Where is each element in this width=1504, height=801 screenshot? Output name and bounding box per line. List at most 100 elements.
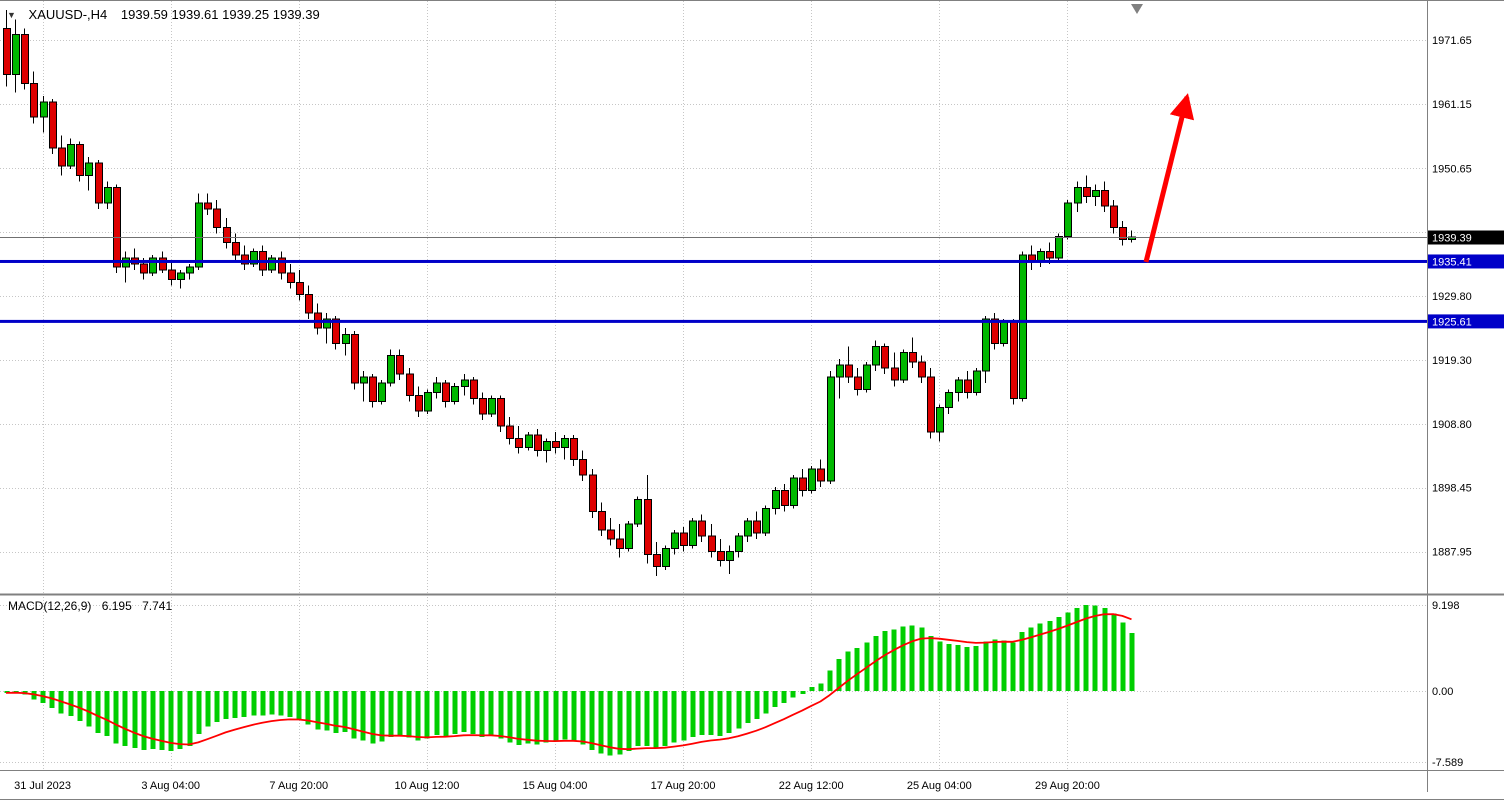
macd-bar [717,690,723,736]
macd-axis-label: -7.589 [1432,757,1463,769]
candle [369,374,377,408]
candle [515,426,523,454]
candle [689,517,697,549]
macd-bar [992,639,998,691]
candle [625,520,633,552]
candle [662,545,670,570]
candle [387,349,395,387]
candle [891,352,899,387]
macd-bar [150,690,156,749]
pane-splitter[interactable] [0,593,1504,596]
candle [872,340,880,371]
candle [168,260,176,286]
macd-bar [891,629,897,691]
macd-bar [470,690,476,734]
candle [506,416,514,445]
time-axis-label: 3 Aug 04:00 [141,780,200,792]
macd-bar [964,647,970,691]
candle [360,371,368,402]
candle [744,517,752,543]
macd-bar [607,690,613,756]
one-click-trading-arrow[interactable]: ▼ [7,10,16,20]
macd-bar [1111,613,1117,691]
macd-bar [644,690,650,747]
macd-bar [241,690,247,718]
macd-bar [415,690,421,741]
candle [296,270,304,301]
macd-bar [168,690,174,751]
candle [1000,319,1008,347]
macd-bar [488,690,494,735]
macd-bar [251,690,257,716]
macd-bar [1102,607,1108,691]
horizontal-level-line[interactable] [0,259,1427,263]
candle [772,487,780,515]
horizontal-level-line[interactable] [0,319,1427,323]
candle [396,349,404,381]
macd-bar [223,690,229,720]
candle [808,465,816,494]
time-axis-label: 25 Aug 04:00 [907,780,972,792]
candle [726,545,734,575]
candle [680,526,688,552]
macd-bar [1120,622,1126,691]
macd-bar [662,690,668,747]
trend-arrow[interactable] [1143,93,1195,263]
macd-bar [104,690,110,736]
macd-bar [790,690,796,698]
macd-bar [690,690,696,737]
candle [305,285,313,320]
candle [58,135,66,176]
macd-bar [232,690,238,719]
candle [827,371,835,485]
candle [213,199,221,234]
macd-bar [13,690,19,692]
candle [543,438,551,463]
candle [204,193,212,216]
macd-bar [424,690,430,739]
candle [735,533,743,558]
time-axis-label: 22 Aug 12:00 [779,780,844,792]
candle [955,377,963,402]
candle [1010,319,1018,405]
chart-shift-marker[interactable] [1131,4,1143,14]
macd-bar [498,690,504,739]
candle [753,511,761,540]
macd-bar [1056,617,1062,691]
macd-bar [983,641,989,691]
candle [909,337,917,368]
time-axis[interactable]: 31 Jul 2023 3 Aug 04:00 7 Aug 20:00 10 Aug … [14,780,1100,792]
macd-bar [781,690,787,704]
macd-bar [324,690,330,731]
macd-bar [873,635,879,691]
macd-bar [754,690,760,720]
macd-bar [845,651,851,691]
macd-axis-label: 0.00 [1432,686,1453,698]
price-axis-label: 1887.95 [1432,547,1472,559]
macd-bar [1028,627,1034,691]
candle [30,71,38,124]
macd-bar [836,659,842,691]
macd-bar [342,690,348,733]
current-price-badge-label: 1939.39 [1432,233,1472,245]
macd-bar [388,690,394,737]
macd-bar [617,690,623,755]
candle [936,404,944,442]
candle [698,514,706,543]
macd-bar [141,690,147,750]
candle [67,138,75,170]
price-axis-label: 1929.80 [1432,291,1472,303]
candle [579,450,587,482]
price-axis[interactable]: 1971.65 1961.15 1950.65 1929.80 1919.30 1908.… [1432,35,1472,769]
candle [49,98,57,154]
macd-bar [260,690,266,716]
price-axis-label: 1971.65 [1432,35,1472,47]
symbol-timeframe-label: XAUUSD-,H4 [28,7,108,22]
candle [881,343,889,375]
candle [1101,181,1109,212]
price-axis-label: 1950.65 [1432,163,1472,175]
candle [497,395,505,433]
macd-bar [763,690,769,714]
candle [589,468,597,518]
